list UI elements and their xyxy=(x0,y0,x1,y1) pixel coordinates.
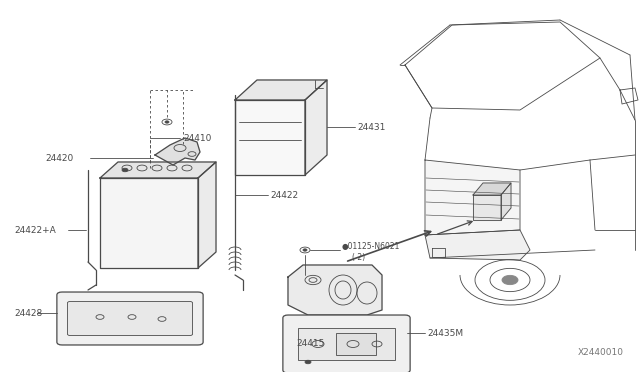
Circle shape xyxy=(165,121,169,123)
Polygon shape xyxy=(235,100,305,175)
Text: 24428: 24428 xyxy=(14,308,42,317)
FancyBboxPatch shape xyxy=(283,315,410,372)
Polygon shape xyxy=(501,183,511,220)
Circle shape xyxy=(122,168,128,172)
Text: 24422+A: 24422+A xyxy=(14,225,56,234)
Polygon shape xyxy=(288,265,382,315)
Polygon shape xyxy=(155,138,200,165)
Text: 24422: 24422 xyxy=(270,190,298,199)
Text: 24410: 24410 xyxy=(183,134,211,142)
Text: 24420: 24420 xyxy=(45,154,73,163)
FancyBboxPatch shape xyxy=(298,328,395,360)
Polygon shape xyxy=(473,183,511,195)
Text: ( 2): ( 2) xyxy=(352,253,365,262)
Polygon shape xyxy=(425,230,530,260)
Polygon shape xyxy=(425,160,520,235)
Polygon shape xyxy=(473,195,501,220)
Text: X2440010: X2440010 xyxy=(578,348,624,357)
Text: 24435M: 24435M xyxy=(427,328,463,337)
Circle shape xyxy=(502,275,518,285)
Circle shape xyxy=(305,360,311,364)
FancyBboxPatch shape xyxy=(67,302,193,336)
Polygon shape xyxy=(198,162,216,268)
Polygon shape xyxy=(235,80,327,100)
Polygon shape xyxy=(305,80,327,175)
Polygon shape xyxy=(100,162,216,178)
Text: 24431: 24431 xyxy=(357,122,385,131)
Circle shape xyxy=(303,249,307,251)
Text: ●01125-N6021: ●01125-N6021 xyxy=(342,243,401,251)
FancyBboxPatch shape xyxy=(336,333,376,355)
Polygon shape xyxy=(100,178,198,268)
FancyBboxPatch shape xyxy=(57,292,203,345)
Text: 24415: 24415 xyxy=(296,339,324,347)
